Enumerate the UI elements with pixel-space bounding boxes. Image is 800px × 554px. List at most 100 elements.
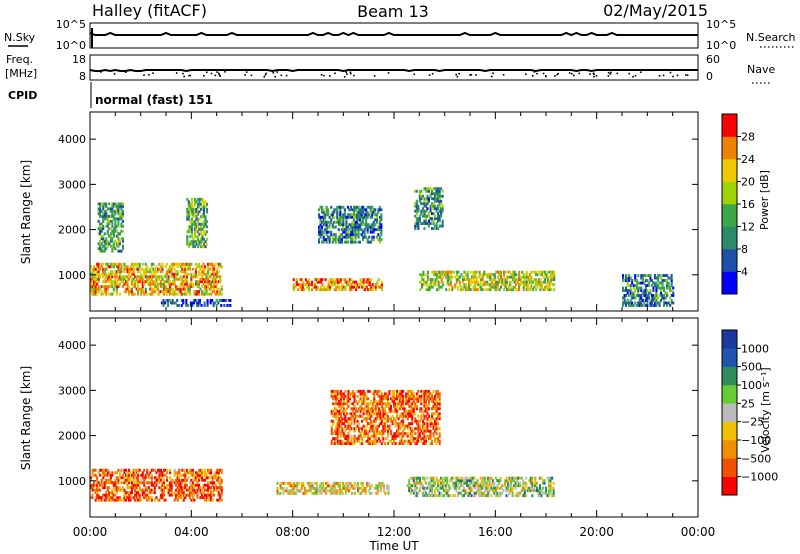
data-cell bbox=[389, 417, 392, 421]
data-cell bbox=[99, 222, 102, 226]
data-cell bbox=[423, 427, 426, 431]
data-cell bbox=[510, 476, 513, 480]
data-cell bbox=[167, 287, 170, 291]
data-cell bbox=[435, 199, 438, 203]
data-cell bbox=[493, 489, 496, 493]
data-cell bbox=[345, 442, 348, 445]
data-cell bbox=[207, 476, 210, 480]
data-cell bbox=[423, 399, 426, 403]
data-cell bbox=[106, 496, 109, 500]
data-cell bbox=[538, 476, 541, 480]
nave-point bbox=[490, 75, 493, 78]
data-cell bbox=[102, 267, 105, 271]
data-cell bbox=[655, 304, 658, 307]
data-cell bbox=[629, 299, 632, 302]
data-cell bbox=[191, 486, 194, 490]
data-cell bbox=[514, 481, 517, 485]
data-cell bbox=[369, 486, 372, 490]
data-cell bbox=[434, 489, 437, 493]
data-cell bbox=[444, 476, 447, 480]
data-cell bbox=[356, 419, 359, 423]
data-cell bbox=[389, 409, 392, 413]
data-cell bbox=[190, 498, 193, 502]
data-cell bbox=[167, 488, 170, 492]
data-cell bbox=[128, 290, 131, 294]
data-cell bbox=[338, 419, 341, 423]
data-cell bbox=[507, 270, 510, 274]
data-cell bbox=[423, 432, 426, 436]
data-cell bbox=[500, 491, 503, 495]
data-cell bbox=[464, 278, 467, 282]
data-cell bbox=[483, 280, 486, 284]
data-cell bbox=[105, 214, 108, 218]
data-cell bbox=[167, 290, 170, 294]
data-cell bbox=[187, 202, 190, 206]
data-cell bbox=[437, 187, 440, 191]
data-cell bbox=[516, 476, 519, 480]
data-cell bbox=[216, 468, 219, 472]
data-cell bbox=[417, 217, 420, 221]
data-cell bbox=[452, 481, 455, 485]
data-cell bbox=[301, 283, 304, 287]
data-cell bbox=[537, 494, 540, 498]
data-cell bbox=[347, 419, 350, 423]
data-cell bbox=[389, 429, 392, 433]
data-cell bbox=[529, 476, 532, 480]
data-cell bbox=[336, 215, 339, 219]
data-cell bbox=[149, 277, 152, 281]
data-cell bbox=[441, 484, 444, 488]
data-cell bbox=[213, 282, 216, 286]
data-cell bbox=[496, 270, 499, 274]
data-cell bbox=[479, 494, 482, 498]
data-cell bbox=[345, 238, 348, 242]
data-cell bbox=[549, 489, 552, 493]
data-cell bbox=[126, 476, 129, 480]
data-cell bbox=[323, 489, 326, 493]
data-cell bbox=[438, 402, 441, 406]
data-cell bbox=[415, 199, 418, 203]
data-cell bbox=[201, 265, 204, 269]
data-cell bbox=[663, 274, 666, 277]
data-cell bbox=[487, 275, 490, 279]
data-cell bbox=[93, 272, 96, 276]
data-cell bbox=[360, 228, 363, 232]
data-cell bbox=[539, 283, 542, 287]
data-cell bbox=[192, 210, 195, 214]
data-cell bbox=[111, 280, 114, 284]
data-cell bbox=[545, 486, 548, 490]
data-cell bbox=[658, 274, 661, 277]
data-cell bbox=[432, 404, 435, 408]
data-cell bbox=[217, 481, 220, 485]
data-cell bbox=[115, 488, 118, 492]
data-cell bbox=[166, 262, 169, 266]
colorbar-tick-label: 16 bbox=[741, 198, 755, 211]
data-cell bbox=[137, 287, 140, 291]
data-cell bbox=[353, 208, 356, 212]
data-cell bbox=[437, 414, 440, 418]
nave-point bbox=[571, 72, 573, 75]
data-cell bbox=[458, 479, 461, 483]
data-cell bbox=[327, 280, 330, 284]
data-cell bbox=[336, 397, 339, 401]
data-cell bbox=[466, 270, 469, 274]
data-cell bbox=[336, 434, 339, 438]
data-cell bbox=[102, 272, 105, 276]
data-cell bbox=[480, 280, 483, 284]
data-cell bbox=[415, 392, 418, 396]
data-cell bbox=[438, 194, 441, 198]
data-cell bbox=[548, 288, 551, 292]
data-cell bbox=[357, 208, 360, 212]
data-cell bbox=[349, 213, 352, 217]
data-cell bbox=[181, 267, 184, 271]
data-cell bbox=[141, 473, 144, 477]
data-cell bbox=[126, 277, 129, 281]
data-cell bbox=[321, 283, 324, 287]
data-cell bbox=[437, 407, 440, 411]
data-cell bbox=[120, 237, 123, 241]
data-cell bbox=[93, 280, 96, 284]
data-cell bbox=[664, 301, 667, 305]
data-cell bbox=[469, 288, 472, 292]
data-cell bbox=[340, 489, 343, 493]
data-cell bbox=[202, 270, 205, 274]
data-cell bbox=[185, 272, 188, 276]
